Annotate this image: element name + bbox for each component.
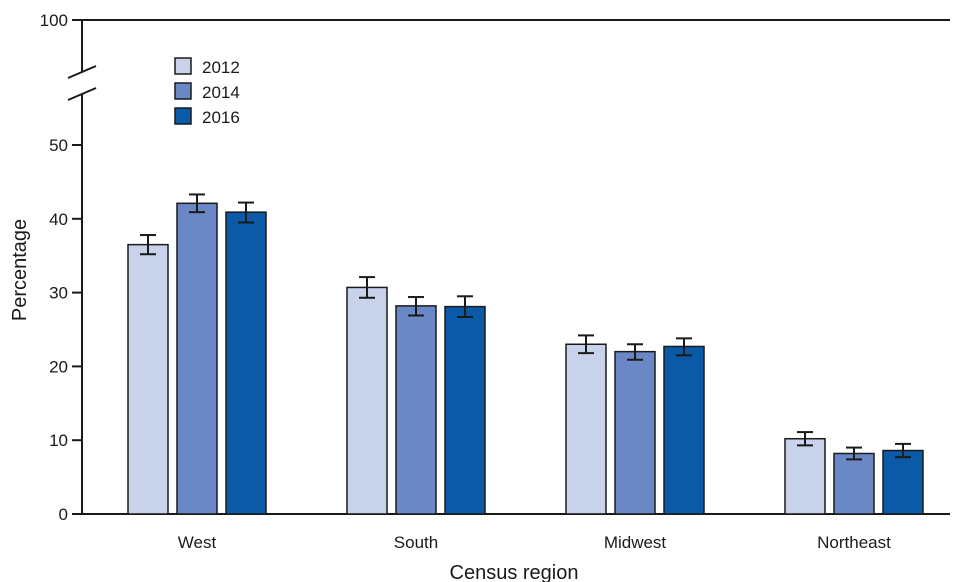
legend-label-2012: 2012: [202, 58, 240, 77]
y-tick-label: 40: [49, 210, 68, 229]
bar-west-2014: [176, 202, 218, 515]
axis-break-mark-upper: [67, 65, 97, 79]
axis-break-mark-lower: [67, 87, 97, 101]
y-tick-label: 50: [49, 136, 68, 155]
y-tick-label: 0: [59, 505, 68, 524]
x-axis: West South Midwest Northeast: [82, 513, 950, 552]
bar-midwest-2014: [614, 350, 656, 515]
x-category-label: Midwest: [604, 533, 667, 552]
bar-south-2014: [395, 305, 437, 515]
y-tick-label: 10: [49, 431, 68, 450]
y-axis: 0 10 20 30 40 50 100: [40, 11, 950, 524]
bar-northeast-2014: [833, 452, 875, 515]
bars: [127, 202, 924, 515]
x-category-label: South: [394, 533, 438, 552]
bar-northeast-2016: [882, 449, 924, 515]
x-category-label: West: [178, 533, 217, 552]
legend-label-2016: 2016: [202, 108, 240, 127]
bar-midwest-2012: [565, 343, 607, 515]
error-bars: [140, 193, 911, 461]
bar-midwest-2016: [663, 345, 705, 515]
bar-northeast-2012: [784, 437, 826, 515]
y-tick-label: 30: [49, 284, 68, 303]
x-axis-title: Census region: [450, 562, 579, 582]
bar-south-2012: [346, 286, 388, 515]
legend-label-2014: 2014: [202, 83, 240, 102]
legend-swatch-2012: [174, 57, 192, 75]
legend: 2012 2014 2016: [174, 57, 240, 127]
bar-west-2016: [225, 211, 267, 515]
x-category-label: Northeast: [817, 533, 891, 552]
y-tick-label: 20: [49, 357, 68, 376]
bar-south-2016: [444, 305, 486, 515]
y-axis-title: Percentage: [9, 219, 31, 321]
legend-swatch-2016: [174, 107, 192, 125]
y-tick-label: 100: [40, 11, 68, 30]
legend-swatch-2014: [174, 82, 192, 100]
bar-west-2012: [127, 243, 169, 515]
